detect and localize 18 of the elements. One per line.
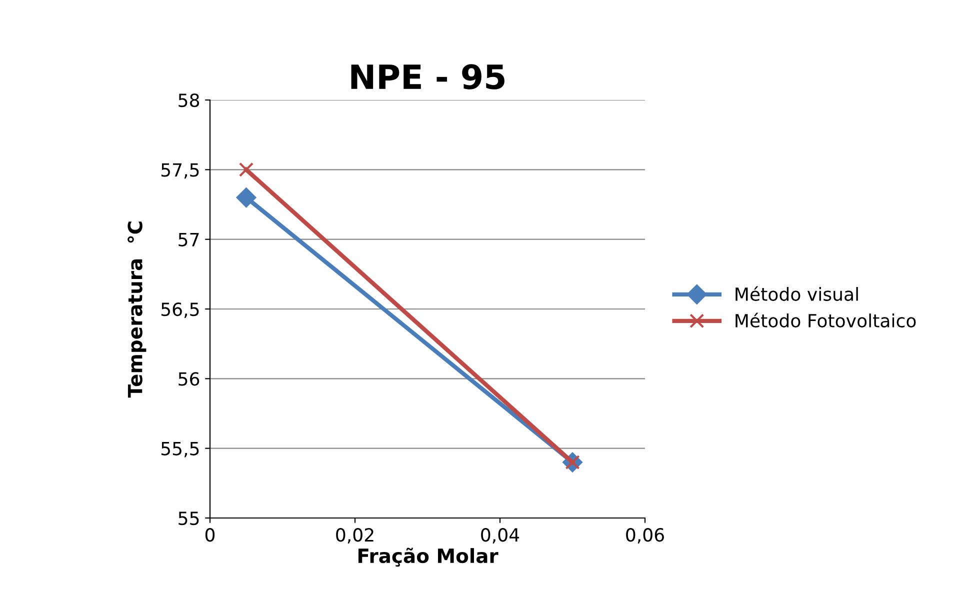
legend-label: Método Fotovoltaico — [736, 312, 916, 328]
y-tick-label: 55,5 — [161, 442, 199, 458]
y-tick-label: 56 — [178, 372, 200, 386]
y-axis-title: Temperatura °C — [128, 222, 146, 398]
point — [236, 188, 256, 208]
x-tick-label: 0 — [205, 528, 215, 542]
point — [238, 162, 254, 177]
y-tick-label: 57,5 — [161, 163, 199, 179]
y-tick-label: 56,5 — [161, 302, 199, 318]
y-tick-label: 57 — [178, 233, 199, 246]
x-tick-label: 0,06 — [626, 528, 664, 544]
y-tick-label: 58 — [178, 93, 200, 108]
y-tick-label: 55 — [178, 512, 199, 526]
chart-title: NPE - 95 — [351, 64, 504, 90]
x-tick-label: 0,04 — [481, 528, 520, 544]
x-tick-label: 0,02 — [336, 528, 374, 544]
x-axis-title: Fração Molar — [358, 548, 498, 567]
legend-label: Método visual — [736, 286, 858, 301]
